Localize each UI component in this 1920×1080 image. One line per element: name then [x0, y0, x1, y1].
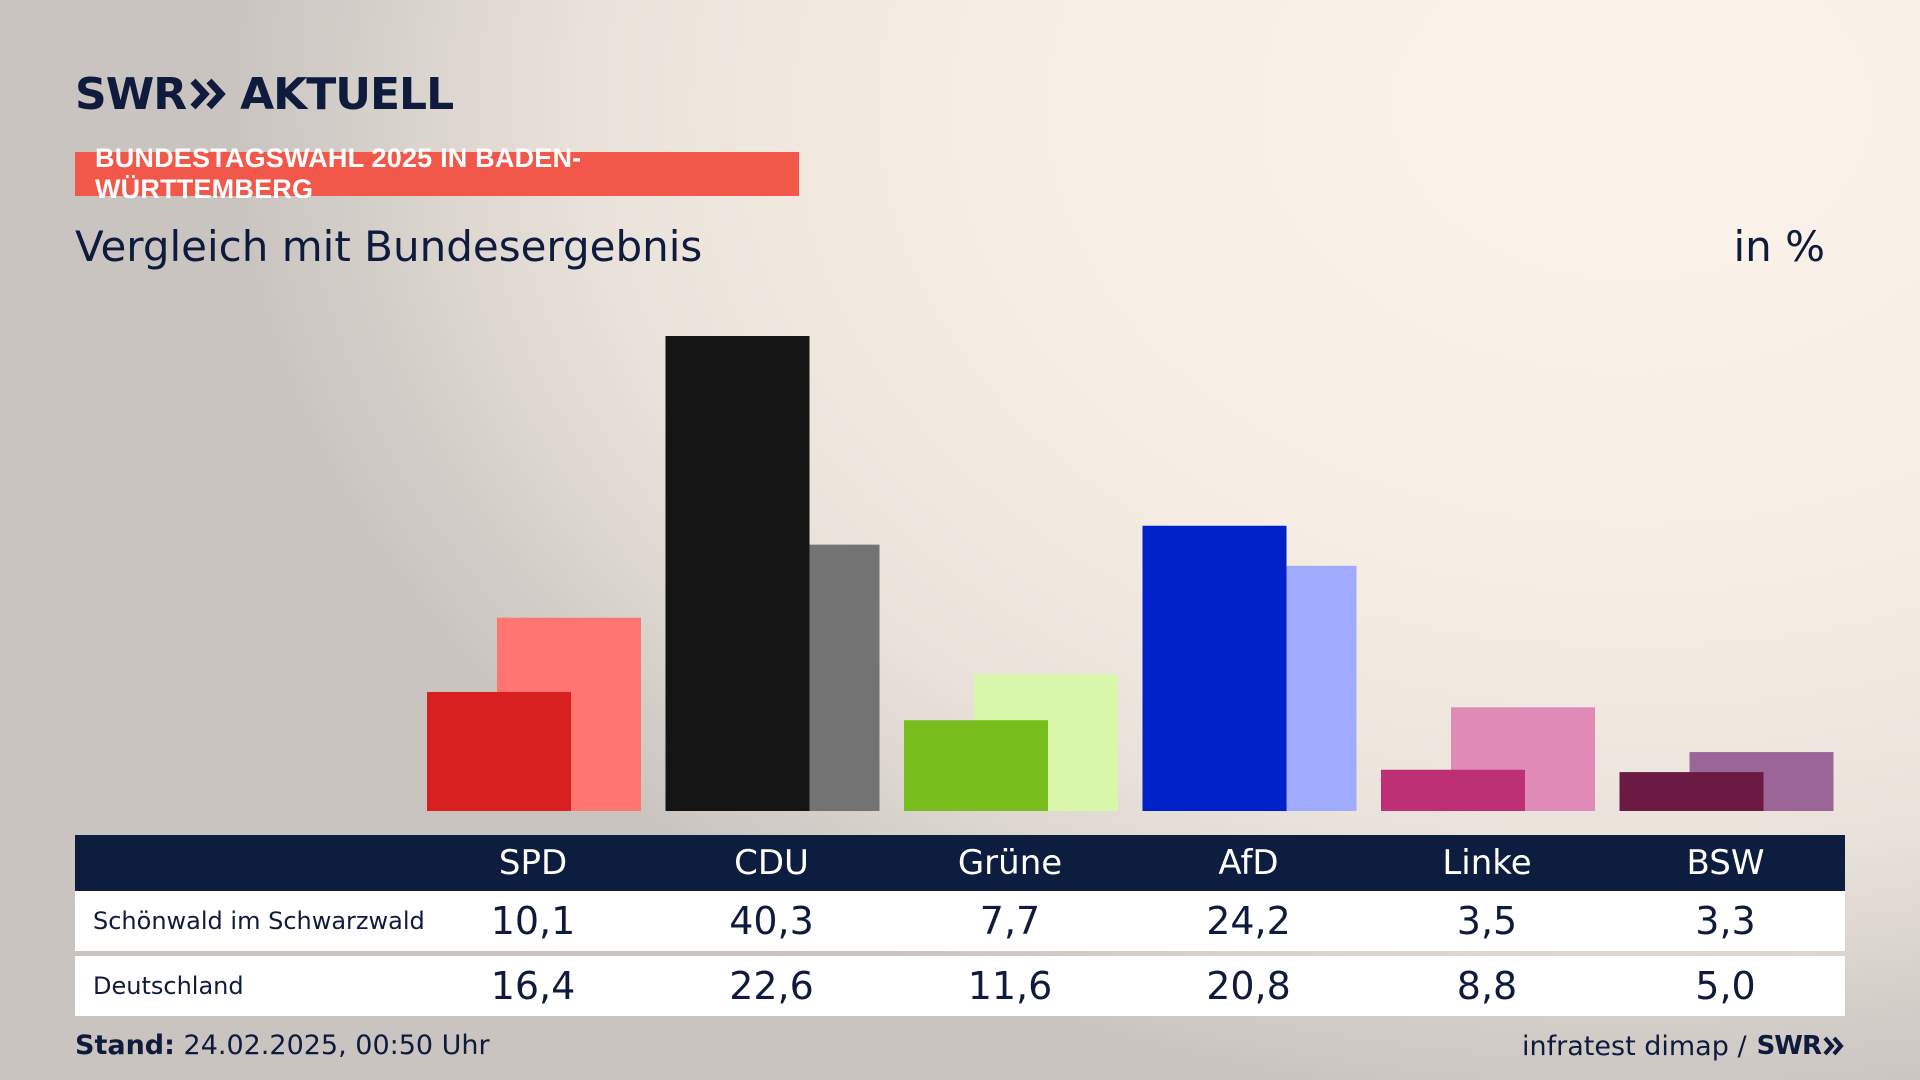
cell-value: 20,8 — [1206, 964, 1291, 1008]
chevron-double-icon — [190, 77, 226, 111]
swr-mini-text: SWR — [1756, 1031, 1822, 1061]
source-text: infratest dimap / — [1522, 1030, 1747, 1062]
column-header-linke: Linke — [1442, 843, 1532, 883]
cell-value: 40,3 — [729, 899, 814, 943]
row-label: Schönwald im Schwarzwald — [93, 907, 425, 935]
cell-value: 10,1 — [490, 899, 576, 943]
row-label: Deutschland — [93, 972, 244, 1000]
cell-value: 5,0 — [1695, 964, 1756, 1008]
chart-subtitle: Vergleich mit Bundesergebnis — [75, 222, 703, 271]
table-row: Schönwald im Schwarzwald 10,1 40,3 7,7 24,2 3… — [75, 891, 1845, 951]
bar-schoenwald-gruene — [904, 720, 1048, 811]
logo-aktuell-text: AKTUELL — [240, 68, 454, 120]
cell-value: 3,3 — [1695, 899, 1756, 943]
swr-aktuell-logo: SWR AKTUELL — [75, 68, 454, 120]
logo-swr-text: SWR — [75, 68, 187, 120]
column-header-spd: SPD — [498, 843, 568, 883]
bar-schoenwald-linke — [1381, 769, 1525, 811]
stand-label: Stand: — [75, 1030, 175, 1061]
cell-value: 3,5 — [1456, 899, 1518, 943]
cell-value: 11,6 — [967, 964, 1053, 1008]
chevron-double-small-icon — [1823, 1036, 1844, 1056]
table-row: Deutschland 16,4 22,6 11,6 20,8 8,8 5,0 — [75, 956, 1845, 1016]
bar-schoenwald-spd — [427, 691, 571, 811]
swr-mini-logo: SWR — [1757, 1031, 1845, 1061]
column-header-gruene: Grüne — [957, 843, 1063, 883]
column-header-afd: AfD — [1218, 843, 1279, 883]
cell-value: 22,6 — [729, 964, 814, 1008]
bar-schoenwald-bsw — [1619, 772, 1764, 811]
cell-value: 7,7 — [979, 899, 1041, 943]
column-header-cdu: CDU — [734, 843, 809, 883]
source-credit: infratest dimap / SWR — [1522, 1028, 1845, 1064]
results-table: SPD CDU Grüne AfD Linke BSW Schönwald im Schw… — [75, 835, 1845, 1016]
stand-value: 24.02.2025, 00:50 Uhr — [183, 1030, 490, 1061]
table-header-row: SPD CDU Grüne AfD Linke BSW — [75, 835, 1845, 891]
bar-schoenwald-afd — [1142, 525, 1287, 811]
bar-schoenwald-cdu — [665, 336, 810, 811]
unit-label: in % — [1733, 222, 1825, 271]
cell-value: 16,4 — [490, 964, 576, 1008]
column-header-bsw: BSW — [1686, 843, 1765, 883]
cell-value: 24,2 — [1206, 899, 1291, 943]
cell-value: 8,8 — [1456, 964, 1518, 1008]
timestamp: Stand: 24.02.2025, 00:50 Uhr — [75, 1030, 490, 1061]
